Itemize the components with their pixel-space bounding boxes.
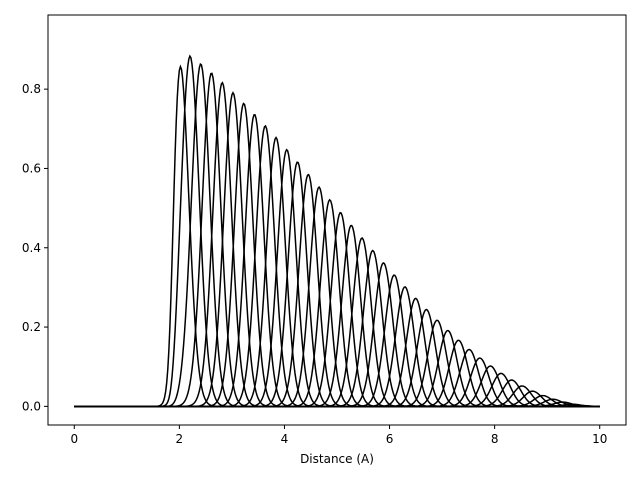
x-axis-ticks: 0 2 4 6 8 10 bbox=[70, 425, 607, 446]
x-tick-label: 2 bbox=[176, 432, 184, 446]
y-tick-label: 0.4 bbox=[22, 241, 41, 255]
y-tick-label: 0.6 bbox=[22, 161, 41, 175]
x-axis-label: Distance (A) bbox=[300, 452, 374, 466]
x-tick-label: 4 bbox=[281, 432, 289, 446]
series-curves bbox=[74, 54, 600, 408]
y-tick-label: 0.0 bbox=[22, 399, 41, 413]
x-tick-label: 6 bbox=[386, 432, 394, 446]
x-tick-label: 8 bbox=[491, 432, 499, 446]
axes-frame bbox=[47, 14, 627, 426]
x-tick-label: 10 bbox=[592, 432, 607, 446]
y-tick-label: 0.2 bbox=[22, 320, 41, 334]
y-tick-label: 0.8 bbox=[22, 82, 41, 96]
x-tick-label: 0 bbox=[70, 432, 78, 446]
y-axis-ticks: 0.0 0.2 0.4 0.6 0.8 bbox=[22, 82, 48, 413]
